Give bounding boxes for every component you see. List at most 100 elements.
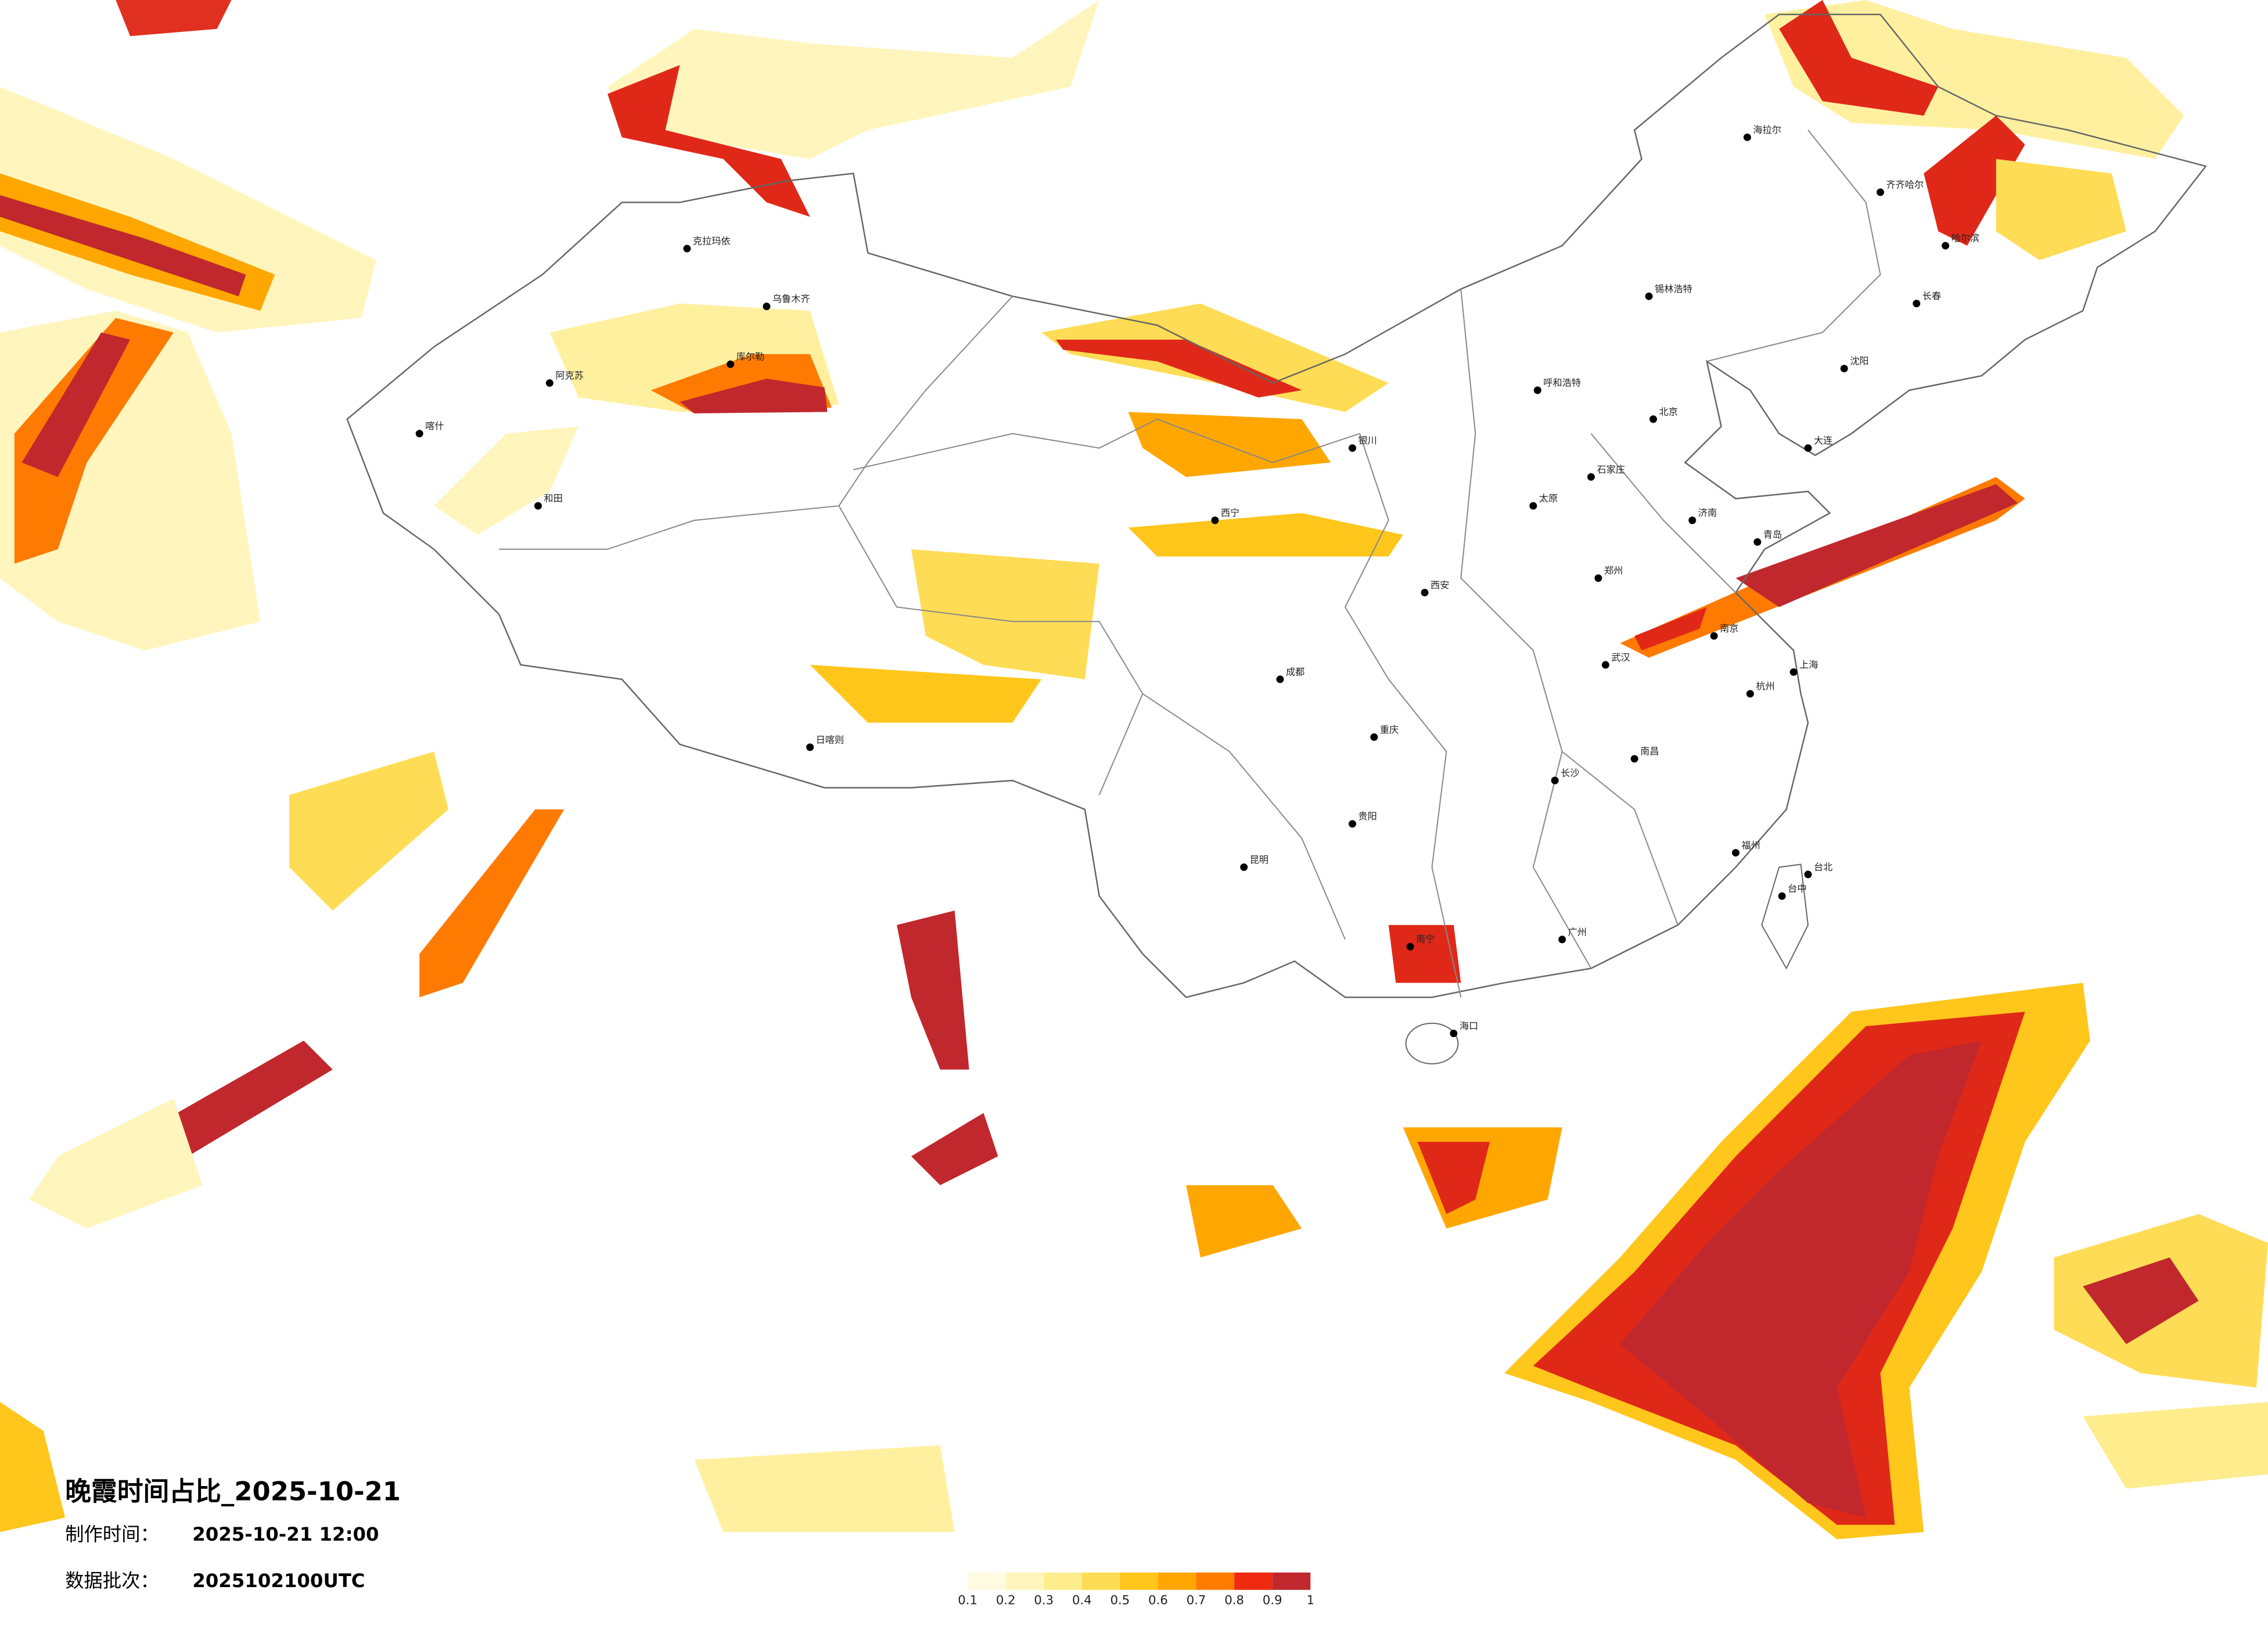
field-area: [1735, 484, 2018, 607]
city-dot: [727, 360, 735, 368]
field-area: [2083, 1257, 2199, 1344]
city-dot: [1349, 820, 1357, 828]
province-border: [1532, 751, 1592, 969]
city-dot: [1804, 444, 1812, 452]
sunset-field: [0, 0, 2268, 1539]
field-area: [28, 1098, 203, 1229]
city-dot: [1778, 892, 1786, 900]
city-dot: [1587, 473, 1595, 481]
field-area: [607, 0, 1099, 159]
city-label: 长春: [1922, 290, 1941, 301]
boundaries: [346, 13, 2208, 1064]
city-dot: [1649, 415, 1658, 423]
city-label: 乌鲁木齐: [772, 293, 810, 304]
city-label: 昆明: [1250, 854, 1268, 865]
legend-swatch: [1120, 1572, 1159, 1590]
field-area: [289, 751, 449, 911]
province-border: [838, 505, 1144, 796]
field-area: [152, 1041, 333, 1157]
city-dot: [1240, 863, 1248, 871]
legend-tick-label: 0.6: [1148, 1593, 1168, 1607]
legend-swatch: [1005, 1572, 1044, 1590]
legend-swatch: [1272, 1572, 1311, 1590]
province-border: [1142, 693, 1346, 940]
city-label: 南宁: [1416, 934, 1435, 945]
city-label: 太原: [1539, 493, 1558, 504]
legend-tick-label: 0.9: [1263, 1593, 1282, 1607]
field-area: [1186, 1185, 1302, 1258]
city-dot: [1789, 668, 1798, 676]
city-label: 喀什: [425, 420, 444, 431]
field-area: [1924, 116, 2025, 246]
city-dot: [534, 502, 542, 510]
legend-swatch: [1044, 1572, 1082, 1590]
legend-swatch: [1081, 1572, 1120, 1590]
legend-tick-label: 0.3: [1034, 1593, 1054, 1607]
city-dot: [1594, 574, 1602, 582]
city-label: 阿克苏: [555, 370, 584, 381]
city-dot: [1688, 516, 1696, 524]
legend-tick-label: 0.8: [1224, 1593, 1244, 1607]
city-label: 西宁: [1221, 508, 1239, 519]
field-area: [0, 1402, 66, 1533]
city-label: 日喀则: [816, 734, 844, 745]
field-area: [0, 87, 376, 333]
field-area: [897, 911, 969, 1070]
city-dot: [806, 743, 814, 751]
city-label: 福州: [1741, 840, 1760, 851]
city-label: 北京: [1659, 406, 1678, 417]
city-dot: [1877, 188, 1885, 196]
country-border: [346, 13, 2208, 998]
city-label: 库尔勒: [736, 351, 765, 362]
production-time-label: 制作时间：: [65, 1523, 159, 1545]
legend-tick-label: 0.1: [958, 1593, 977, 1607]
city-dot: [1421, 588, 1429, 596]
city-dot: [1753, 538, 1762, 546]
province-border: [1460, 289, 1678, 926]
city-dot: [1211, 516, 1219, 524]
city-label: 武汉: [1611, 652, 1630, 663]
city-label: 海口: [1460, 1020, 1478, 1031]
city-dot: [1630, 755, 1638, 763]
city-label: 青岛: [1763, 529, 1782, 540]
city-dot: [1710, 632, 1718, 640]
city-dot: [1551, 776, 1559, 785]
hainan-outline: [1405, 1023, 1459, 1064]
city-dot: [1276, 675, 1284, 684]
batch-label: 数据批次：: [65, 1570, 159, 1592]
city-label: 石家庄: [1597, 464, 1625, 475]
city-label: 长沙: [1561, 768, 1579, 779]
legend-swatch: [1158, 1572, 1196, 1590]
field-area: [434, 426, 579, 535]
legend-tick-label: 1: [1307, 1593, 1314, 1607]
batch: 2025102100UTC: [192, 1570, 365, 1592]
city-label: 重庆: [1380, 724, 1399, 735]
city-dot: [1529, 502, 1537, 510]
field-area: [911, 549, 1099, 679]
field-area: [810, 664, 1042, 723]
city-label: 哈尔滨: [1951, 233, 1980, 244]
province-border: [853, 418, 1360, 470]
city-label: 成都: [1286, 666, 1304, 677]
city-label: 台中: [1788, 883, 1806, 894]
city-label: 西安: [1430, 580, 1449, 591]
city-label: 呼和浩特: [1543, 377, 1581, 388]
city-label: 贵阳: [1358, 811, 1377, 822]
field-area: [0, 195, 246, 297]
field-area: [419, 809, 565, 998]
city-dot: [1804, 870, 1812, 879]
city-dot: [1349, 444, 1357, 452]
city-label: 和田: [544, 493, 562, 504]
legend-tick-label: 0.5: [1110, 1593, 1130, 1607]
field-area: [1634, 607, 1707, 650]
field-area: [607, 65, 810, 217]
city-dot: [415, 430, 423, 438]
city-label: 南京: [1720, 623, 1738, 634]
city-dot: [763, 303, 771, 311]
city-dot: [1732, 848, 1739, 857]
field-area: [116, 0, 232, 37]
map-title: 晚霞时间占比_2025-10-21: [65, 1476, 401, 1506]
city-label: 济南: [1698, 508, 1717, 519]
city-label: 台北: [1814, 861, 1832, 872]
